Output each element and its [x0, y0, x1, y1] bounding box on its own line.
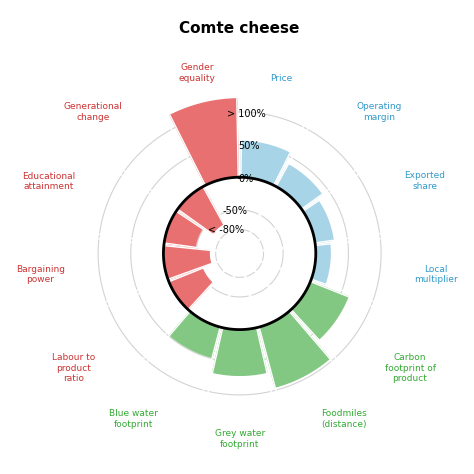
- Text: Gender
equality: Gender equality: [179, 63, 216, 82]
- Text: > 100%: > 100%: [228, 109, 266, 119]
- Text: Grey water
footprint: Grey water footprint: [215, 429, 265, 449]
- Polygon shape: [169, 268, 212, 310]
- Polygon shape: [303, 201, 333, 243]
- Text: Bargaining
power: Bargaining power: [16, 265, 65, 284]
- Polygon shape: [170, 311, 220, 357]
- Polygon shape: [213, 328, 267, 375]
- Text: Educational
attainment: Educational attainment: [22, 172, 75, 191]
- Text: Exported
share: Exported share: [404, 172, 445, 191]
- Polygon shape: [276, 165, 322, 209]
- Polygon shape: [164, 211, 202, 247]
- Polygon shape: [241, 141, 290, 185]
- Text: 0%: 0%: [238, 173, 254, 183]
- Text: Operating
margin: Operating margin: [356, 102, 401, 122]
- Text: < -80%: < -80%: [208, 225, 244, 235]
- Text: Generational
change: Generational change: [64, 102, 123, 122]
- Polygon shape: [164, 246, 211, 279]
- Text: 50%: 50%: [238, 142, 260, 152]
- Polygon shape: [170, 99, 238, 185]
- Text: Labour to
product
ratio: Labour to product ratio: [52, 354, 95, 383]
- Title: Comte cheese: Comte cheese: [180, 21, 300, 36]
- Text: Blue water
footprint: Blue water footprint: [109, 409, 158, 428]
- Text: Price: Price: [271, 73, 293, 82]
- Polygon shape: [259, 311, 329, 387]
- Text: Carbon
footprint of
product: Carbon footprint of product: [384, 353, 436, 383]
- Polygon shape: [311, 244, 330, 284]
- Text: Foodmiles
(distance): Foodmiles (distance): [321, 409, 367, 428]
- Text: Local
multiplier: Local multiplier: [414, 265, 458, 284]
- Text: -50%: -50%: [223, 206, 248, 216]
- Polygon shape: [178, 187, 223, 234]
- Polygon shape: [291, 282, 348, 339]
